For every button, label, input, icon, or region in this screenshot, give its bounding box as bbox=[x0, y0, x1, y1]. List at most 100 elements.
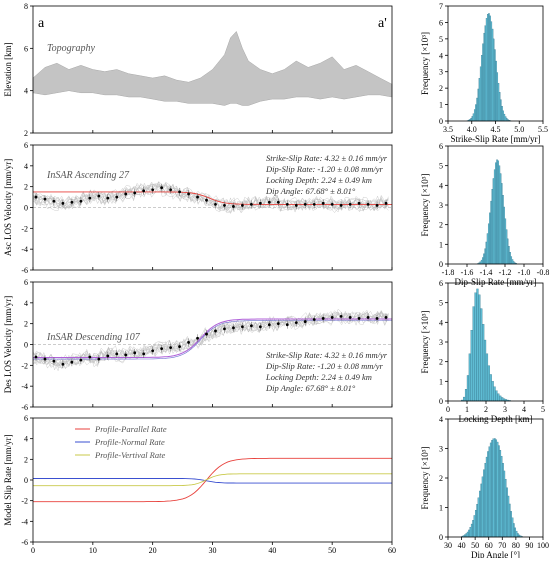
histogram-bar bbox=[487, 14, 488, 121]
x-tick-label: 4 bbox=[522, 405, 526, 414]
histogram-bar bbox=[491, 22, 492, 121]
x-tick-label: 60 bbox=[485, 541, 493, 550]
data-point bbox=[187, 341, 190, 344]
y-axis-label: Frequency [×10³] bbox=[420, 446, 430, 509]
data-point bbox=[214, 330, 217, 333]
histogram-bar bbox=[471, 118, 472, 121]
histogram-bar bbox=[471, 330, 473, 401]
y-tick-label: -4 bbox=[21, 517, 28, 526]
histogram-bar bbox=[482, 324, 484, 401]
x-tick-label: 60 bbox=[388, 546, 396, 555]
histogram-bar bbox=[500, 100, 501, 121]
histogram-bar bbox=[488, 224, 489, 264]
data-point bbox=[277, 201, 280, 204]
y-tick-label: 5 bbox=[439, 299, 443, 308]
y-tick-label: 2 bbox=[24, 320, 28, 329]
y-tick-label: 3 bbox=[439, 201, 443, 210]
data-point bbox=[268, 201, 271, 204]
data-point bbox=[133, 192, 136, 195]
y-axis-label: Asc LOS Velocity [mm/yr] bbox=[3, 159, 13, 257]
histogram-bar bbox=[501, 183, 502, 264]
histogram-bar bbox=[504, 207, 505, 264]
data-point bbox=[88, 197, 91, 200]
histogram-bar bbox=[475, 293, 477, 401]
data-point bbox=[53, 200, 56, 203]
histogram-bar bbox=[516, 531, 517, 537]
x-tick-label: 50 bbox=[328, 546, 336, 555]
y-tick-label: 6 bbox=[439, 142, 443, 151]
legend-label: Profile-Normal Rate bbox=[94, 437, 165, 447]
y-tick-label: 0 bbox=[439, 533, 443, 542]
data-point bbox=[340, 204, 343, 207]
histogram-bar bbox=[501, 106, 502, 121]
x-tick-label: 20 bbox=[149, 546, 157, 555]
y-tick-label: 6 bbox=[439, 279, 443, 288]
data-point bbox=[205, 333, 208, 336]
data-point bbox=[331, 203, 334, 206]
y-tick-label: -2 bbox=[21, 361, 28, 370]
histogram-bar bbox=[472, 116, 473, 121]
y-tick-label: 2 bbox=[439, 221, 443, 230]
histogram-bar bbox=[509, 504, 510, 537]
x-tick-label: 30 bbox=[209, 546, 217, 555]
histogram-bar bbox=[491, 440, 492, 537]
histogram-bar bbox=[490, 443, 491, 537]
slip-rate-line bbox=[33, 479, 392, 484]
y-tick-label: 2 bbox=[24, 129, 28, 138]
y-tick-label: 4 bbox=[439, 181, 443, 190]
data-point bbox=[367, 316, 370, 319]
data-point bbox=[340, 315, 343, 318]
histogram-bar bbox=[470, 527, 471, 537]
histogram-bar bbox=[477, 504, 478, 537]
slip-legend: Profile-Parallel Rate Profile-Normal Rate… bbox=[75, 424, 167, 460]
histogram-bar bbox=[484, 33, 485, 121]
x-tick-label: -1.0 bbox=[518, 268, 531, 277]
y-tick-label: 4 bbox=[439, 415, 443, 424]
histogram-bar bbox=[494, 387, 496, 401]
histogram-bar bbox=[505, 479, 506, 537]
y-tick-label: 4 bbox=[24, 87, 28, 96]
data-point bbox=[241, 204, 244, 207]
histogram-bar bbox=[494, 50, 495, 121]
y-tick-label: -6 bbox=[21, 538, 28, 547]
histogram-bar bbox=[497, 73, 498, 121]
data-point bbox=[178, 345, 181, 348]
histogram-bar bbox=[485, 463, 486, 537]
data-point bbox=[124, 193, 127, 196]
x-tick-label: 3 bbox=[503, 405, 507, 414]
model-stat-line: Locking Depth: 2.24 ± 0.49 km bbox=[265, 175, 372, 185]
y-tick-label: 3 bbox=[439, 445, 443, 454]
x-tick-label: 100 bbox=[537, 541, 549, 550]
x-tick-label: 30 bbox=[444, 541, 452, 550]
histogram-bar bbox=[511, 257, 512, 264]
histogram-bar bbox=[482, 44, 483, 121]
model-stat-line: Locking Depth: 2.24 ± 0.49 km bbox=[265, 372, 372, 382]
histogram-bar bbox=[474, 110, 475, 122]
histogram-bar bbox=[496, 440, 497, 537]
histogram-bar bbox=[502, 463, 503, 537]
x-tick-label: -0.8 bbox=[537, 268, 550, 277]
legend-label: Profile-Parallel Rate bbox=[94, 424, 167, 434]
data-point bbox=[259, 202, 262, 205]
data-point bbox=[349, 203, 352, 206]
histogram-bar bbox=[479, 491, 480, 537]
histogram-bar bbox=[480, 67, 481, 121]
data-point bbox=[232, 326, 235, 329]
model-stat-line: Dip Angle: 67.68° ± 8.01° bbox=[265, 383, 356, 393]
data-point bbox=[142, 352, 145, 355]
histogram-bar bbox=[468, 530, 469, 537]
histogram-bar bbox=[494, 170, 495, 264]
model-stat-line: Dip-Slip Rate: -1.20 ± 0.08 mm/yr bbox=[265, 164, 383, 174]
histogram-bar bbox=[505, 117, 506, 121]
slip-rate-line bbox=[33, 474, 392, 486]
y-tick-label: 3 bbox=[439, 338, 443, 347]
des-annotation: InSAR Descending 107 bbox=[46, 332, 141, 343]
data-point bbox=[250, 324, 253, 327]
histogram-bar bbox=[478, 89, 479, 121]
x-tick-label: 3.5 bbox=[443, 125, 453, 134]
x-tick-label: 1 bbox=[465, 405, 469, 414]
y-tick-label: -4 bbox=[21, 382, 28, 391]
